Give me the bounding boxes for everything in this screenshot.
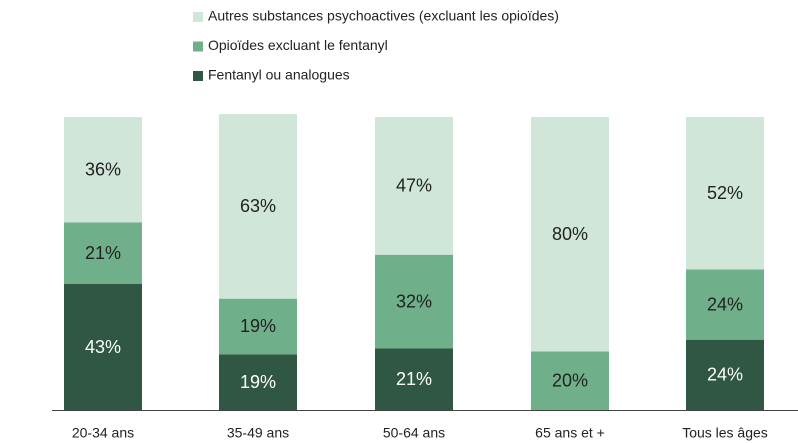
x-tick-label: 35-49 ans [227, 425, 289, 441]
bar-segment [64, 117, 142, 223]
bar-segment [686, 269, 764, 340]
data-label: 21% [396, 369, 432, 389]
bar-segment [375, 348, 453, 410]
data-label: 52% [707, 183, 743, 203]
data-label: 20% [552, 370, 588, 390]
bar-segment [219, 354, 297, 410]
legend-label: Fentanyl ou analogues [208, 67, 350, 83]
x-tick-label: Tous les âges [682, 425, 768, 441]
data-label: 47% [396, 176, 432, 196]
x-tick-label: 50-64 ans [383, 425, 445, 441]
data-label: 19% [240, 372, 276, 392]
legend-label: Opioïdes excluant le fentanyl [208, 37, 388, 53]
legend-swatch [193, 41, 203, 52]
legend-swatch [193, 12, 203, 22]
bar-segment [219, 298, 297, 355]
bar-segment [219, 114, 297, 299]
data-label: 24% [707, 294, 743, 314]
bar-segment [64, 284, 142, 410]
data-label: 24% [707, 365, 743, 385]
data-label: 43% [85, 337, 121, 357]
data-label: 63% [240, 196, 276, 216]
x-tick-label: 65 ans et + [535, 425, 605, 441]
legend-swatch [193, 71, 203, 81]
data-label: 19% [240, 316, 276, 336]
bar-segment [686, 339, 764, 410]
bar-segment [531, 117, 609, 352]
legend-label: Autres substances psychoactives (excluan… [208, 8, 559, 24]
bar-segment [686, 117, 764, 270]
bar-segment [531, 351, 609, 410]
data-label: 36% [85, 159, 121, 179]
bar-segment [375, 254, 453, 349]
bar-segment [64, 222, 142, 285]
data-label: 21% [85, 243, 121, 263]
data-label: 80% [552, 224, 588, 244]
bar-segment [375, 117, 453, 255]
data-label: 32% [396, 291, 432, 311]
x-tick-label: 20-34 ans [72, 425, 134, 441]
